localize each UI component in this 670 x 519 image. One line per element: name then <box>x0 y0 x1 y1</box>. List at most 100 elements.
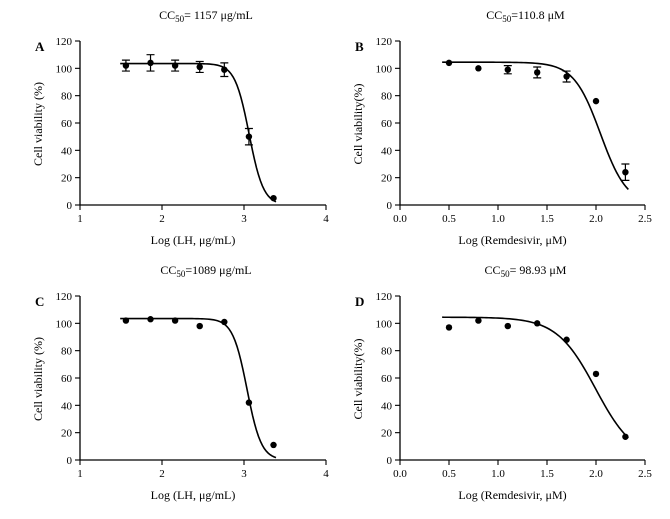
y-tick-label: 120 <box>376 36 393 48</box>
data-point <box>445 59 453 67</box>
panel-letter: C <box>35 294 44 309</box>
y-tick-label: 20 <box>381 428 393 440</box>
y-tick-label: 100 <box>56 318 73 330</box>
y-tick-label: 20 <box>61 173 73 185</box>
x-axis-label: Log (Remdesivir, μM) <box>458 233 566 247</box>
x-tick-label: 0.5 <box>442 213 456 225</box>
chart-title-prefix: CC <box>486 8 502 22</box>
y-axis-label: Cell viability(%) <box>351 339 365 420</box>
data-point <box>196 63 203 71</box>
x-tick-label: 2.0 <box>589 213 603 225</box>
x-tick-label: 0.0 <box>393 213 407 225</box>
y-tick-label: 20 <box>61 428 73 440</box>
data-point <box>475 317 482 324</box>
x-tick-label: 1.5 <box>540 468 554 480</box>
y-axis-label: Cell viability (%) <box>31 82 45 166</box>
data-point <box>475 65 482 72</box>
x-tick-label: 2.5 <box>638 213 652 225</box>
panel-letter: B <box>355 39 364 54</box>
fit-curve <box>442 316 629 439</box>
y-tick-label: 40 <box>61 400 73 412</box>
x-tick-label: 2 <box>159 213 165 225</box>
fit-curve <box>442 61 629 190</box>
chart-panel-b: CC50=110.8 μM B 0 20 40 60 80 100 120 0.0 0.5 1.0 1.… <box>351 8 652 247</box>
x-axis-label: Log (LH, μg/mL) <box>151 488 236 502</box>
data-point <box>534 69 541 76</box>
data-point <box>563 336 570 343</box>
x-tick-label: 2.0 <box>589 468 603 480</box>
y-tick-label: 0 <box>67 455 73 467</box>
chart-title-suffix: =1089 μg/mL <box>185 263 251 277</box>
data-point <box>592 97 600 105</box>
data-point <box>504 66 511 73</box>
data-point <box>122 62 130 69</box>
chart-title-suffix: = 98.93 μM <box>510 263 567 277</box>
x-tick-label: 1 <box>77 213 83 225</box>
data-point <box>445 324 453 331</box>
x-axis-label: Log (LH, μg/mL) <box>151 233 236 247</box>
y-axis-label: Cell viability(%) <box>351 84 365 165</box>
y-tick-label: 40 <box>381 400 393 412</box>
x-tick-label: 4 <box>323 468 329 480</box>
y-tick-label: 100 <box>56 63 73 75</box>
y-tick-label: 80 <box>381 346 393 358</box>
data-point <box>245 399 253 406</box>
y-tick-label: 60 <box>61 118 73 130</box>
y-tick-label: 120 <box>56 291 73 303</box>
chart-title: CC50= 1157 μg/mL <box>159 8 253 24</box>
y-tick-label: 80 <box>61 91 73 103</box>
chart-panel-d: CC50= 98.93 μM D 0 20 40 60 80 100 120 0.0 0.5 1.0 1… <box>351 263 652 502</box>
data-point <box>171 317 179 324</box>
fit-curve <box>120 317 277 459</box>
x-tick-label: 1 <box>77 468 83 480</box>
y-tick-label: 60 <box>61 373 73 385</box>
chart-title: CC50=110.8 μM <box>486 8 565 24</box>
data-point <box>592 370 600 378</box>
data-point <box>504 322 511 330</box>
chart-title: CC50=1089 μg/mL <box>160 263 251 279</box>
data-point <box>622 169 629 176</box>
y-tick-label: 60 <box>381 118 393 130</box>
data-point <box>270 194 277 202</box>
data-point <box>534 320 541 327</box>
x-tick-label: 0.0 <box>393 468 407 480</box>
x-tick-label: 1.0 <box>491 468 505 480</box>
data-point <box>147 316 154 323</box>
chart-title-prefix: CC <box>159 8 175 22</box>
y-tick-label: 0 <box>67 200 73 212</box>
panel-letter: D <box>355 294 364 309</box>
chart-title-subscript: 50 <box>502 14 512 24</box>
chart-title-subscript: 50 <box>176 269 186 279</box>
y-tick-label: 20 <box>381 173 393 185</box>
y-axis-label: Cell viability (%) <box>31 337 45 421</box>
panel-letter: A <box>35 39 45 54</box>
data-point <box>122 317 130 324</box>
y-tick-label: 120 <box>56 36 73 48</box>
y-tick-label: 80 <box>381 91 393 103</box>
y-tick-label: 120 <box>376 291 393 303</box>
y-tick-label: 100 <box>376 63 393 75</box>
chart-title-prefix: CC <box>160 263 176 277</box>
x-tick-label: 4 <box>323 213 329 225</box>
chart-title-prefix: CC <box>485 263 501 277</box>
data-point <box>147 59 154 67</box>
chart-title-subscript: 50 <box>175 14 185 24</box>
x-tick-label: 1.0 <box>491 213 505 225</box>
data-point <box>171 62 179 69</box>
y-tick-label: 40 <box>61 145 73 157</box>
data-point <box>221 66 228 73</box>
x-tick-label: 2 <box>159 468 165 480</box>
x-tick-label: 0.5 <box>442 468 456 480</box>
data-point <box>221 318 228 326</box>
y-tick-label: 100 <box>376 318 393 330</box>
x-tick-label: 1.5 <box>540 213 554 225</box>
data-point <box>563 73 570 80</box>
data-point <box>196 322 203 330</box>
x-tick-label: 3 <box>241 468 247 480</box>
y-tick-label: 0 <box>387 200 393 212</box>
y-tick-label: 60 <box>381 373 393 385</box>
chart-title-suffix: =110.8 μM <box>511 8 565 22</box>
data-point <box>622 433 629 440</box>
y-tick-label: 0 <box>387 455 393 467</box>
